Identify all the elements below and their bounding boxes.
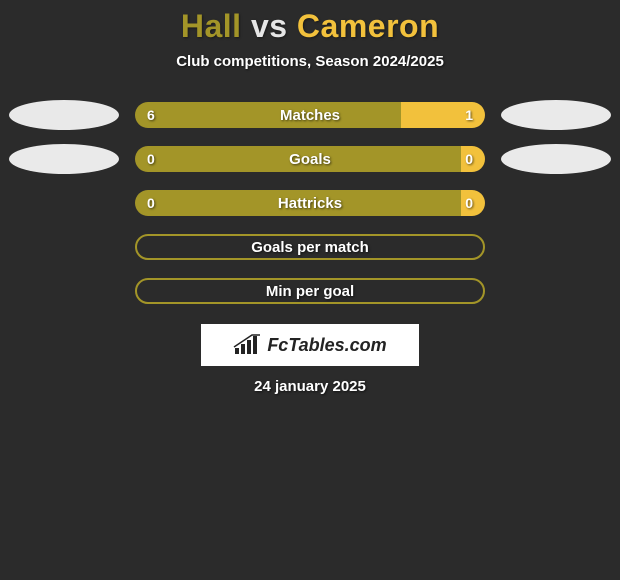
comparison-bar: 00Goals (135, 146, 485, 172)
ellipse-spacer (9, 188, 119, 218)
bar-label: Goals (135, 146, 485, 172)
comparison-row: Goals per match (0, 232, 620, 262)
date-text: 24 january 2025 (0, 378, 620, 395)
page-title: Hall vs Cameron (0, 8, 620, 45)
comparison-row: 61Matches (0, 100, 620, 130)
bar-label: Hattricks (135, 190, 485, 216)
ellipse-spacer (9, 232, 119, 262)
player1-ellipse (9, 144, 119, 174)
bar-chart-icon (233, 334, 261, 356)
title-vs: vs (251, 8, 288, 44)
player1-ellipse (9, 100, 119, 130)
title-player2: Cameron (297, 8, 439, 44)
comparison-row: 00Goals (0, 144, 620, 174)
bar-label: Min per goal (137, 280, 483, 302)
container: Hall vs Cameron Club competitions, Seaso… (0, 0, 620, 580)
ellipse-spacer (501, 276, 611, 306)
ellipse-spacer (501, 232, 611, 262)
bar-label: Goals per match (137, 236, 483, 258)
comparison-bar: 61Matches (135, 102, 485, 128)
logo-text: FcTables.com (267, 335, 386, 356)
ellipse-spacer (9, 276, 119, 306)
comparison-row: 00Hattricks (0, 188, 620, 218)
comparison-bar: 00Hattricks (135, 190, 485, 216)
player2-ellipse (501, 100, 611, 130)
player2-ellipse (501, 144, 611, 174)
title-player1: Hall (181, 8, 242, 44)
comparison-bar-single: Min per goal (135, 278, 485, 304)
comparison-rows: 61Matches 00Goals 00Hattricks Goals per mat… (0, 100, 620, 306)
ellipse-spacer (501, 188, 611, 218)
bar-label: Matches (135, 102, 485, 128)
logo-box: FcTables.com (201, 324, 419, 366)
comparison-bar-single: Goals per match (135, 234, 485, 260)
subtitle: Club competitions, Season 2024/2025 (0, 53, 620, 70)
comparison-row: Min per goal (0, 276, 620, 306)
